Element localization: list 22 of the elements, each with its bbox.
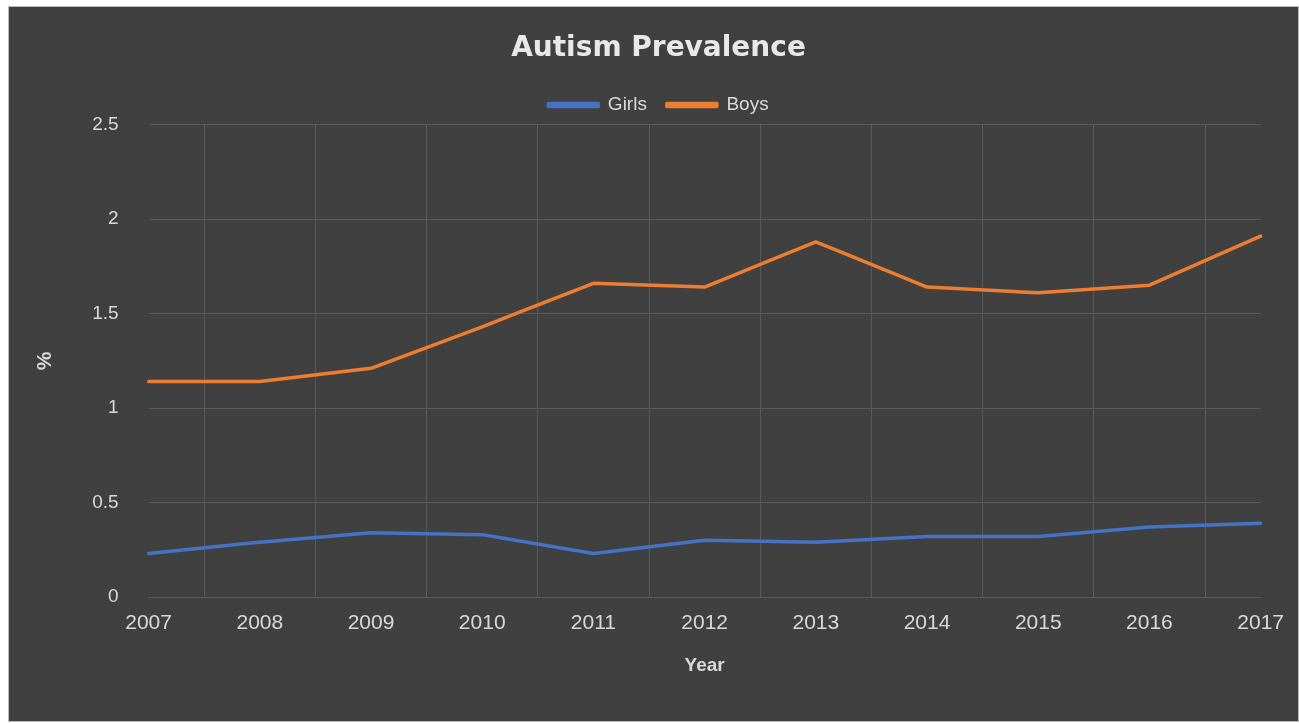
x-axis-title: Year (684, 653, 726, 675)
y-tick-label: 0 (108, 585, 119, 607)
x-tick-label: 2012 (681, 610, 728, 634)
y-tick-label: 1.5 (92, 301, 119, 323)
x-tick-label: 2017 (1237, 610, 1284, 634)
y-tick-label: 2 (108, 207, 119, 229)
y-tick-label: 2.5 (92, 112, 119, 134)
x-tick-label: 2015 (1014, 610, 1062, 634)
y-tick-label: 1 (108, 396, 119, 418)
y-tick-label: 0.5 (92, 490, 119, 512)
legend-label: Girls (607, 93, 647, 115)
x-tick-label: 2016 (1126, 610, 1173, 634)
x-tick-label: 2008 (236, 610, 284, 634)
x-tick-label: 2009 (347, 610, 395, 634)
legend-label: Boys (726, 93, 769, 115)
x-tick-label: 2010 (458, 610, 506, 634)
x-tick-label: 2014 (903, 610, 951, 634)
x-tick-label: 2013 (792, 610, 840, 634)
x-tick-label: 2011 (570, 610, 617, 634)
x-tick-label: 2007 (125, 610, 172, 634)
y-axis-title: % (32, 351, 56, 371)
chart-title: Autism Prevalence (511, 30, 806, 64)
